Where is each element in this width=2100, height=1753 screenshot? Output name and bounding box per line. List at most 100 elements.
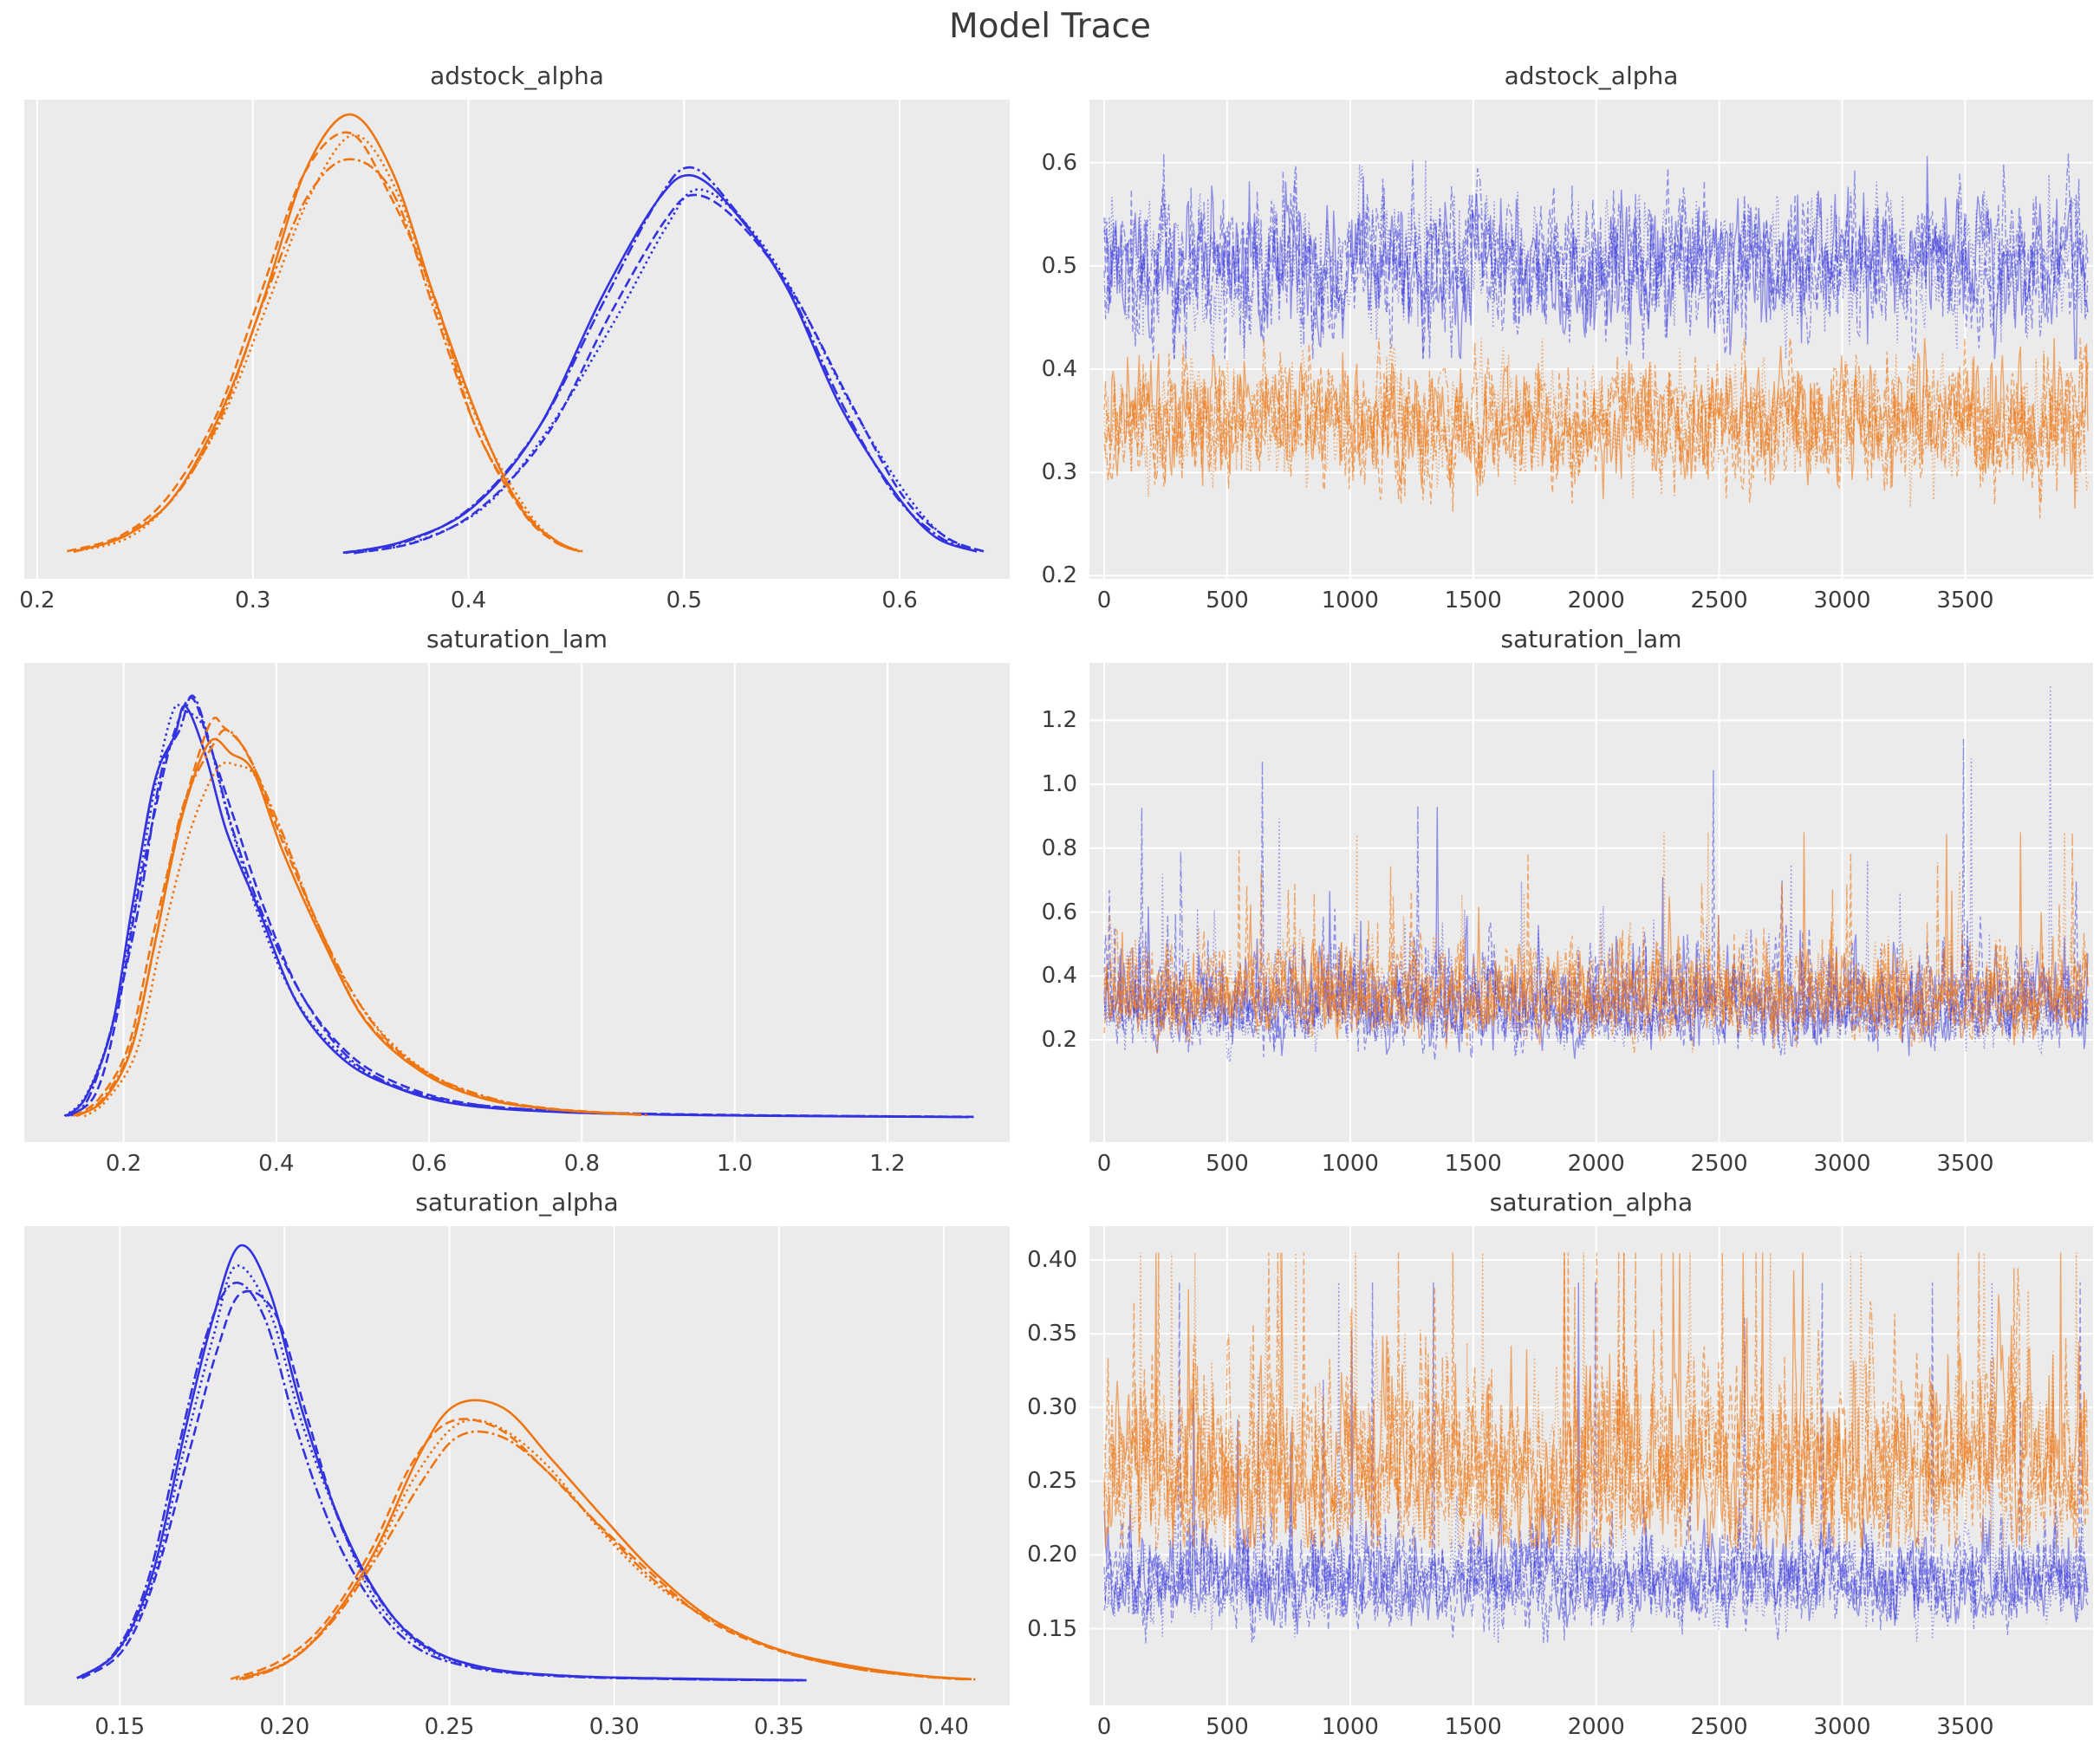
trace-line-blue-chain2 <box>1103 153 2089 360</box>
y-tick-label: 0.3 <box>1041 459 1077 486</box>
trace-chart <box>1089 100 2093 579</box>
y-tick-label: 0.6 <box>1041 899 1077 925</box>
subplot-title: saturation_lam <box>426 625 608 653</box>
kde-curve-orange-chain1 <box>72 717 642 1118</box>
y-tick-label: 1.0 <box>1041 771 1077 798</box>
trace-line-orange-chain3 <box>1103 1252 2089 1548</box>
x-tick-label: 0.4 <box>450 588 487 614</box>
x-tick-label: 0 <box>1096 588 1112 614</box>
x-tick-label: 0.6 <box>881 588 918 614</box>
y-tick-label: 0.4 <box>1041 356 1077 383</box>
figure-title: Model Trace <box>949 7 1151 46</box>
x-tick-label: 0.15 <box>94 1714 146 1740</box>
subplot-title: adstock_alpha <box>430 62 604 90</box>
x-tick-label: 3000 <box>1813 1714 1871 1740</box>
x-tick-label: 500 <box>1206 1151 1249 1177</box>
y-tick-label: 0.40 <box>1027 1247 1077 1274</box>
trace-line-blue-chain1 <box>1103 769 2089 1061</box>
kde-curve-blue-chain2 <box>76 1282 799 1682</box>
y-tick-label: 0.2 <box>1041 562 1077 589</box>
x-tick-label: 0.5 <box>666 588 702 614</box>
kde-curve-blue-chain3 <box>76 1264 803 1682</box>
kde-curve-orange-chain1 <box>67 131 579 553</box>
trace-line-orange-chain2 <box>1103 1252 2089 1548</box>
subplot-title: adstock_alpha <box>1504 62 1679 90</box>
y-tick-label: 1.2 <box>1041 707 1077 734</box>
plot-area <box>1089 663 2093 1142</box>
kde-curve-orange-chain3 <box>83 761 648 1118</box>
kde-chart <box>63 663 974 1142</box>
y-tick-label: 0.5 <box>1041 252 1077 279</box>
y-tick-label: 0.15 <box>1027 1615 1077 1642</box>
x-tick-label: 3000 <box>1813 1151 1871 1177</box>
plot-area <box>1089 1226 2093 1705</box>
x-tick-label: 1000 <box>1321 1714 1379 1740</box>
x-tick-label: 1500 <box>1444 1714 1502 1740</box>
y-tick-label: 0.30 <box>1027 1394 1077 1421</box>
trace-line-orange-chain2 <box>1103 338 2089 503</box>
x-tick-label: 2500 <box>1690 1151 1748 1177</box>
x-tick-label: 2000 <box>1567 1714 1625 1740</box>
kde-curve-blue-chain0 <box>78 1243 803 1682</box>
kde-curve-orange-chain0 <box>75 737 641 1118</box>
x-tick-label: 0 <box>1096 1151 1112 1177</box>
y-tick-label: 0.8 <box>1041 834 1077 861</box>
x-tick-label: 2000 <box>1567 1151 1625 1177</box>
x-tick-label: 0.2 <box>19 588 55 614</box>
x-tick-label: 3000 <box>1813 588 1871 614</box>
kde-curve-orange-chain2 <box>73 158 581 554</box>
kde-curve-blue-chain0 <box>345 173 978 555</box>
trace-line-orange-chain1 <box>1103 1252 2089 1548</box>
x-tick-label: 3500 <box>1936 588 1994 614</box>
kde-curve-blue-chain1 <box>354 193 985 555</box>
y-tick-label: 0.25 <box>1027 1468 1077 1495</box>
kde-curve-orange-chain2 <box>76 728 640 1117</box>
subplot-title: saturation_alpha <box>1489 1188 1694 1217</box>
kde-curve-blue-chain0 <box>64 704 970 1119</box>
x-tick-label: 2000 <box>1567 588 1625 614</box>
subplot-adstock-alpha-density: adstock_alpha 0.2 0.3 0.4 0.5 0.6 <box>19 62 1010 614</box>
plot-area <box>1089 100 2093 579</box>
subplot-adstock-alpha-trace: adstock_alpha 0 500 1000 1500 2000 2500 3000 35… <box>1042 62 2093 614</box>
x-tick-label: 1000 <box>1321 1151 1379 1177</box>
x-tick-label: 0 <box>1096 1714 1112 1740</box>
x-tick-label: 0.8 <box>563 1151 601 1177</box>
subplot-saturation-lam-density: saturation_lam 0.2 0.4 0.6 0.8 1.0 1.2 <box>24 625 1010 1177</box>
x-tick-label: 500 <box>1206 588 1249 614</box>
trace-chart <box>1089 1226 2093 1705</box>
trace-line-orange-chain3 <box>1103 832 2089 1053</box>
subplot-saturation-lam-trace: saturation_lam 0 500 1000 1500 2000 2500 3000 3… <box>1042 625 2093 1177</box>
x-tick-label: 3500 <box>1936 1151 1994 1177</box>
y-tick-label: 0.2 <box>1041 1027 1077 1054</box>
y-tick-label: 0.20 <box>1027 1542 1077 1568</box>
x-tick-label: 2500 <box>1690 588 1748 614</box>
x-tick-label: 0.30 <box>588 1714 640 1740</box>
x-tick-label: 0.25 <box>424 1714 475 1740</box>
subplot-saturation-alpha-trace: saturation_alpha 0 500 1000 1500 2000 2500 300… <box>1027 1188 2093 1740</box>
kde-curve-blue-chain3 <box>63 703 970 1119</box>
trace-line-blue-chain1 <box>1103 1282 2089 1641</box>
kde-curve-blue-chain3 <box>353 188 985 555</box>
x-tick-label: 1.2 <box>869 1151 906 1177</box>
kde-curve-orange-chain3 <box>74 133 585 554</box>
x-tick-label: 0.3 <box>235 588 271 614</box>
kde-curve-blue-chain2 <box>342 166 977 555</box>
subplot-title: saturation_alpha <box>415 1188 619 1217</box>
subplot-title: saturation_lam <box>1500 625 1682 653</box>
x-tick-label: 1500 <box>1444 588 1502 614</box>
plot-area <box>24 100 1010 579</box>
x-tick-label: 500 <box>1206 1714 1249 1740</box>
kde-curve-orange-chain2 <box>242 1430 976 1681</box>
x-tick-label: 0.2 <box>105 1151 142 1177</box>
kde-curve-blue-chain1 <box>67 696 974 1119</box>
kde-curve-orange-chain3 <box>235 1419 967 1681</box>
x-tick-label: 2500 <box>1690 1714 1748 1740</box>
x-tick-label: 0.6 <box>411 1151 447 1177</box>
kde-curve-blue-chain1 <box>81 1289 809 1682</box>
plot-area <box>24 1226 1010 1705</box>
x-tick-label: 0.4 <box>258 1151 295 1177</box>
y-tick-label: 0.6 <box>1041 149 1077 176</box>
trace-chart <box>1089 663 2093 1142</box>
x-tick-label: 0.35 <box>753 1714 804 1740</box>
x-tick-label: 0.20 <box>259 1714 310 1740</box>
